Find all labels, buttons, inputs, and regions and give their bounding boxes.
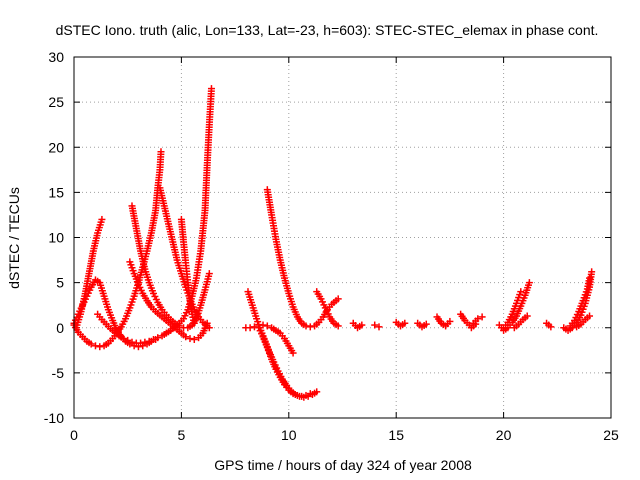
data-point xyxy=(182,333,190,341)
x-tick-label: 0 xyxy=(70,427,78,443)
data-point xyxy=(358,321,366,329)
data-point xyxy=(298,392,306,400)
data-points xyxy=(70,85,596,401)
y-tick-label: -5 xyxy=(52,365,65,381)
data-point xyxy=(124,336,132,344)
data-point xyxy=(517,288,525,296)
data-point xyxy=(289,390,297,398)
data-point xyxy=(306,323,314,331)
data-point xyxy=(302,322,310,330)
data-point xyxy=(474,315,482,323)
data-point xyxy=(289,349,297,357)
data-point xyxy=(190,319,198,327)
data-point xyxy=(478,313,486,321)
x-axis-label: GPS time / hours of day 324 of year 2008 xyxy=(214,457,472,473)
data-point xyxy=(186,335,194,343)
data-point xyxy=(128,338,136,346)
data-point xyxy=(375,323,383,331)
data-point xyxy=(401,319,409,327)
x-axis-ticks: 0 5 10 15 20 25 xyxy=(70,57,619,443)
data-point xyxy=(203,319,211,327)
data-point xyxy=(313,388,321,396)
y-tick-label: 0 xyxy=(56,320,64,336)
data-point xyxy=(334,322,342,330)
y-tick-label: 20 xyxy=(48,139,64,155)
data-point xyxy=(586,312,594,320)
data-point xyxy=(293,391,301,399)
x-tick-label: 10 xyxy=(281,427,297,443)
data-point xyxy=(302,391,310,399)
data-point xyxy=(523,312,531,320)
x-tick-label: 25 xyxy=(603,427,619,443)
data-point xyxy=(422,320,430,328)
data-point xyxy=(547,323,555,331)
data-point xyxy=(207,85,215,93)
data-point xyxy=(263,322,271,330)
data-point xyxy=(205,270,213,278)
y-tick-label: 25 xyxy=(48,94,64,110)
y-tick-label: 30 xyxy=(48,49,64,65)
y-tick-label: 5 xyxy=(56,275,64,291)
y-tick-label: 15 xyxy=(48,184,64,200)
chart-title: dSTEC Iono. truth (alic, Lon=133, Lat=-2… xyxy=(56,22,599,38)
data-point xyxy=(87,340,95,348)
data-point xyxy=(134,343,142,351)
data-point xyxy=(246,324,254,332)
data-point xyxy=(306,390,314,398)
data-point xyxy=(472,320,480,328)
y-axis-ticks: -10 -5 0 5 10 15 20 25 30 xyxy=(44,49,611,426)
data-point xyxy=(446,317,454,325)
data-point xyxy=(371,321,379,329)
data-point xyxy=(149,335,157,343)
data-point xyxy=(145,337,153,345)
x-tick-label: 15 xyxy=(388,427,404,443)
x-tick-label: 20 xyxy=(496,427,512,443)
data-point xyxy=(588,268,596,276)
data-point xyxy=(119,335,127,343)
data-point xyxy=(157,148,165,156)
data-point xyxy=(91,342,99,350)
data-point xyxy=(141,338,149,346)
data-point xyxy=(96,343,104,351)
data-point xyxy=(586,274,594,282)
data-point xyxy=(98,215,106,223)
data-point xyxy=(137,339,145,347)
y-tick-label: 10 xyxy=(48,230,64,246)
grid-lines xyxy=(74,57,611,418)
y-axis-label: dSTEC / TECUs xyxy=(6,187,22,289)
data-point xyxy=(190,335,198,343)
y-tick-label: -10 xyxy=(44,410,64,426)
x-tick-label: 5 xyxy=(178,427,186,443)
data-point xyxy=(334,295,342,303)
data-point xyxy=(525,279,533,287)
data-point xyxy=(154,334,162,342)
plot-frame xyxy=(73,56,612,419)
